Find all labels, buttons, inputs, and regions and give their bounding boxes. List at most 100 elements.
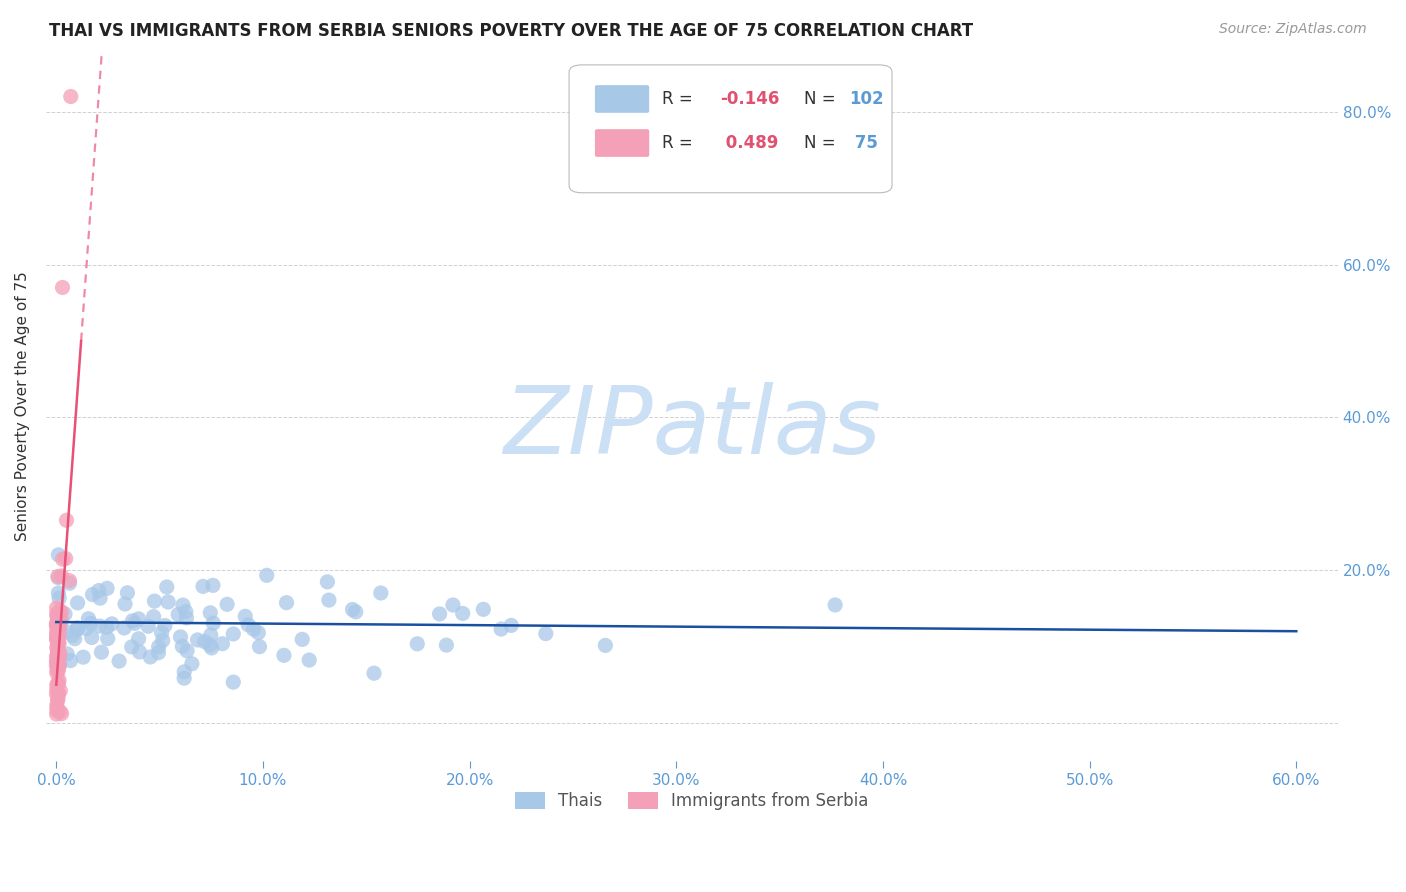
Point <box>316 574 339 589</box>
Point <box>472 602 495 616</box>
Point <box>48 614 70 628</box>
Point <box>256 568 278 582</box>
Point <box>46 608 69 623</box>
Point <box>318 593 340 607</box>
Point <box>342 602 364 616</box>
Point <box>53 607 76 621</box>
Point <box>46 677 69 691</box>
Point <box>46 686 69 700</box>
Text: THAI VS IMMIGRANTS FROM SERBIA SENIORS POVERTY OVER THE AGE OF 75 CORRELATION CH: THAI VS IMMIGRANTS FROM SERBIA SENIORS P… <box>49 22 973 40</box>
Point <box>247 625 270 640</box>
Point <box>45 619 67 633</box>
Point <box>55 513 77 527</box>
Point <box>46 660 69 674</box>
Point <box>48 571 70 585</box>
Point <box>201 578 224 592</box>
Point <box>363 666 385 681</box>
Point <box>45 682 67 697</box>
Point <box>45 607 67 621</box>
Text: 75: 75 <box>849 134 879 152</box>
Point <box>46 664 69 678</box>
Point <box>124 616 146 631</box>
Point <box>121 614 143 628</box>
Text: ZIPatlas: ZIPatlas <box>503 382 880 473</box>
Point <box>169 630 191 644</box>
Point <box>117 586 139 600</box>
Point <box>172 598 194 612</box>
Point <box>45 629 67 643</box>
Point <box>233 609 256 624</box>
Point <box>80 616 103 631</box>
Point <box>501 618 523 632</box>
Point <box>59 654 82 668</box>
Point <box>595 639 617 653</box>
Point <box>173 671 195 685</box>
Point <box>291 632 314 647</box>
Point <box>114 597 136 611</box>
Point <box>45 632 67 647</box>
Point <box>112 621 135 635</box>
Point <box>824 598 846 612</box>
Point <box>48 548 70 562</box>
Point <box>52 552 75 566</box>
Point <box>46 628 69 642</box>
Point <box>87 583 110 598</box>
FancyBboxPatch shape <box>569 65 891 193</box>
Point <box>143 594 166 608</box>
Point <box>46 691 69 706</box>
Point <box>80 631 103 645</box>
Point <box>49 647 72 661</box>
Point <box>46 704 69 718</box>
Point <box>66 623 89 637</box>
Point <box>194 634 217 648</box>
Point <box>49 617 72 632</box>
Point <box>156 580 179 594</box>
Point <box>66 596 89 610</box>
Point <box>59 89 82 103</box>
Point <box>108 654 131 668</box>
Point <box>45 678 67 692</box>
Point <box>217 598 239 612</box>
Point <box>370 586 392 600</box>
Point <box>89 591 111 606</box>
Point <box>45 616 67 631</box>
Point <box>180 657 202 671</box>
Point <box>48 635 70 649</box>
Point <box>82 588 104 602</box>
Point <box>46 620 69 634</box>
Point <box>46 662 69 676</box>
Point <box>139 650 162 665</box>
FancyBboxPatch shape <box>595 129 650 157</box>
Point <box>211 637 233 651</box>
Point <box>46 648 69 663</box>
Point <box>200 628 222 642</box>
Point <box>51 613 73 627</box>
Point <box>46 643 69 657</box>
Point <box>202 616 225 631</box>
Point <box>62 628 84 642</box>
Text: 0.489: 0.489 <box>720 134 779 152</box>
Point <box>489 622 512 636</box>
Point <box>96 582 118 596</box>
Point <box>429 607 451 621</box>
Point <box>55 551 77 566</box>
Point <box>45 640 67 655</box>
Point <box>66 621 89 635</box>
Point <box>96 620 118 634</box>
Point <box>55 624 77 639</box>
Point <box>58 574 80 588</box>
Point <box>136 619 159 633</box>
Point <box>441 598 464 612</box>
Point <box>58 576 80 591</box>
Point <box>148 646 170 660</box>
Point <box>45 658 67 673</box>
Point <box>56 647 79 661</box>
Point <box>128 632 150 646</box>
Point <box>48 687 70 701</box>
Point <box>344 605 367 619</box>
Text: -0.146: -0.146 <box>720 90 779 108</box>
Point <box>49 603 72 617</box>
Point <box>152 633 174 648</box>
Point <box>101 616 124 631</box>
Point <box>45 618 67 632</box>
